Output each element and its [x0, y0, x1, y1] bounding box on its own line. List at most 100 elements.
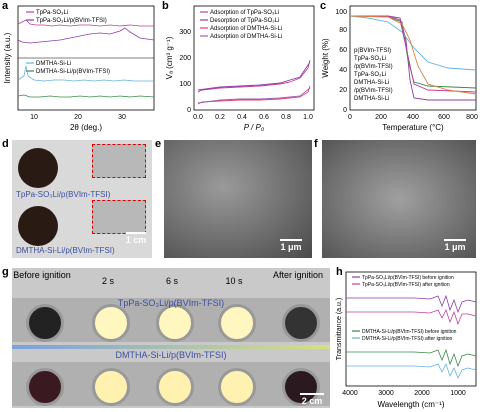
- isotherm-xtick-2: 0.4: [237, 114, 247, 121]
- sample-bottom-4: [282, 368, 320, 406]
- tga-trace-dmtha: [349, 15, 477, 95]
- tga-xtick-1: 200: [375, 114, 387, 121]
- membrane-photo: TpPa-SO₃Li/p(BVIm-TFSI) DMTHA-Si-Li/p(BV…: [12, 140, 152, 258]
- isotherm-ytick-3: 300: [179, 29, 191, 36]
- isotherm-xtick-4: 0.8: [281, 114, 291, 121]
- ftir-trace-tppa-after: [346, 308, 477, 326]
- panel-label-g: g: [2, 266, 9, 278]
- row-label-bottom: DMTHA-Si-Li/p(BVIm-TFSI): [115, 350, 227, 360]
- sample-bottom-1: [92, 368, 130, 406]
- tga-xtick-4: 800: [466, 114, 478, 121]
- panel-label-h: h: [336, 266, 343, 278]
- ftir-ylabel: Transmittance (a.u.): [336, 298, 343, 360]
- isotherm-xlabel: P / P₀: [244, 123, 265, 132]
- isotherm-ylabel: Vₐ (cm³ g⁻¹): [165, 36, 174, 79]
- ftir-trace-dmtha-after: [346, 362, 477, 379]
- xrd-legend-0: TpPa-SO₃Li: [36, 10, 68, 16]
- panel-label-a: a: [2, 0, 9, 12]
- sample-top-0: [26, 304, 64, 342]
- time-label-4: After ignition: [272, 270, 324, 280]
- isotherm-xtick-5: 1.0: [303, 114, 313, 121]
- tga-ytick-1: 20: [339, 87, 347, 94]
- inset-box-bottom: [92, 200, 146, 234]
- panel-label-d: d: [2, 138, 9, 150]
- tga-ytick-0: 0: [343, 107, 347, 114]
- ftir-xtick-0: 4000: [342, 390, 358, 397]
- xrd-trace-tppa: [17, 19, 154, 27]
- isotherm-trace-dmtha-des: [197, 87, 311, 104]
- ftir-trace-dmtha-before: [346, 348, 477, 368]
- tga-legend-0: p(BVIm-TFSI): [354, 48, 391, 54]
- isotherm-chart: Adsorption of TpPa-SO₃Li Desorption of T…: [165, 5, 315, 132]
- xrd-legend-2: DMTHA-Si-Li: [36, 61, 71, 67]
- xrd-trace-dmtha-pbvim: [17, 94, 155, 98]
- tga-chart: p(BVIm-TFSI) TpPa-SO₃Li /p(BVIm-TFSI) Tp…: [321, 5, 478, 132]
- tga-legend-3: TpPa-SO₃Li: [354, 72, 386, 78]
- tga-trace-tppa: [349, 15, 477, 71]
- tga-legend-1: TpPa-SO₃Li: [354, 56, 386, 62]
- ftir-legend-0: TpPa-SO₃Li/p(BVIm-TFSI) before ignition: [362, 275, 454, 281]
- xrd-legend-3: DMTHA-Si-Li/p(BVIm-TFSI): [36, 69, 110, 75]
- scale-bar-e: 1 μm: [278, 239, 304, 252]
- xrd-trace-tppa-pbvim: [17, 27, 155, 44]
- isotherm-trace-tppa-ads: [197, 59, 311, 93]
- ignition-test-photos: Before ignition 2 s 6 s 10 s After ignit…: [12, 268, 330, 408]
- ftir-legend-2: DMTHA-Si-Li/p(BVIm-TFSI) before ignition: [362, 329, 457, 335]
- panel-label-f: f: [314, 138, 318, 150]
- panel-label-c: c: [320, 0, 327, 12]
- tga-xlabel: Temperature (°C): [382, 123, 444, 132]
- tga-ytick-2: 40: [339, 67, 347, 74]
- time-label-0: Before ignition: [13, 270, 71, 280]
- time-label-2: 6 s: [165, 276, 178, 286]
- tga-xtick-0: 0: [348, 114, 352, 121]
- sample-bottom-2: [156, 368, 194, 406]
- membrane-label-top: TpPa-SO₃Li/p(BVIm-TFSI): [16, 190, 111, 199]
- tga-ylabel: Weight (%): [321, 38, 330, 78]
- tga-trace-dmtha-pbvim: [350, 15, 477, 93]
- isotherm-legend-1: Desorption of TpPa-SO₃Li: [210, 18, 279, 24]
- scale-bar-d: 1 cm: [124, 232, 148, 245]
- sample-top-2: [156, 304, 194, 342]
- isotherm-ytick-0: 0: [187, 107, 191, 114]
- divider-bar: [12, 345, 330, 349]
- row-label-top: TpPa-SO₃Li/p(BVIm-TFSI): [117, 298, 225, 308]
- ftir-xtick-3: 1000: [450, 390, 466, 397]
- row-bottom: [12, 362, 330, 406]
- sample-top-1: [92, 304, 130, 342]
- isotherm-trace-tppa-des: [197, 61, 311, 91]
- membrane-label-bottom: DMTHA-Si-Li/p(BVIm-TFSI): [16, 246, 115, 255]
- ftir-trace-tppa-before: [346, 294, 477, 314]
- time-label-3: 10 s: [225, 276, 243, 286]
- tga-ytick-5: 100: [335, 9, 347, 16]
- isotherm-xtick-1: 0.2: [215, 114, 225, 121]
- ftir-xtick-1: 3000: [378, 390, 394, 397]
- isotherm-legend-3: Adsorption of DMTHA-Si-Li: [210, 34, 282, 40]
- tga-legend-4: DMTHA-Si-Li: [354, 80, 389, 86]
- xrd-xtick-2: 30: [118, 114, 126, 121]
- ftir-xlabel: Wavelength (cm⁻¹): [377, 400, 444, 409]
- xrd-xtick-1: 20: [74, 114, 82, 121]
- scale-bar-f: 1 μm: [442, 239, 468, 252]
- tga-legend-5: /p(BVIm-TFSI): [354, 88, 393, 94]
- row-top: [12, 298, 330, 342]
- xrd-chart: TpPa-SO₃Li TpPa-SO₃Li/p(BVIm-TFSI) DMTHA…: [3, 5, 155, 132]
- isotherm-xtick-0: 0.0: [193, 114, 203, 121]
- xrd-legend-1: TpPa-SO₃Li/p(BVIm-TFSI): [36, 18, 107, 24]
- ftir-xtick-2: 2000: [414, 390, 430, 397]
- scale-bar-g: 2 cm: [298, 393, 326, 406]
- xrd-ylabel: Intensity (a.u.): [3, 32, 12, 83]
- panel-label-e: e: [155, 138, 162, 150]
- tga-xtick-3: 600: [438, 114, 450, 121]
- sample-top-4: [282, 304, 320, 342]
- time-label-1: 2 s: [101, 276, 114, 286]
- sample-bottom-3: [218, 368, 256, 406]
- isotherm-ytick-2: 200: [179, 55, 191, 62]
- ftir-chart: TpPa-SO₃Li/p(BVIm-TFSI) before ignition …: [336, 271, 477, 409]
- isotherm-xtick-3: 0.6: [259, 114, 269, 121]
- tga-legend-6: DMTHA-Si-Li: [354, 96, 389, 102]
- sample-top-3: [218, 304, 256, 342]
- isotherm-legend-2: Adsorption of DMTHA-Si-Li: [210, 26, 282, 32]
- inset-box-top: [92, 144, 146, 178]
- ftir-legend-1: TpPa-SO₃Li/p(BVIm-TFSI) after ignition: [362, 282, 450, 288]
- membrane-disc-bottom: [18, 206, 58, 246]
